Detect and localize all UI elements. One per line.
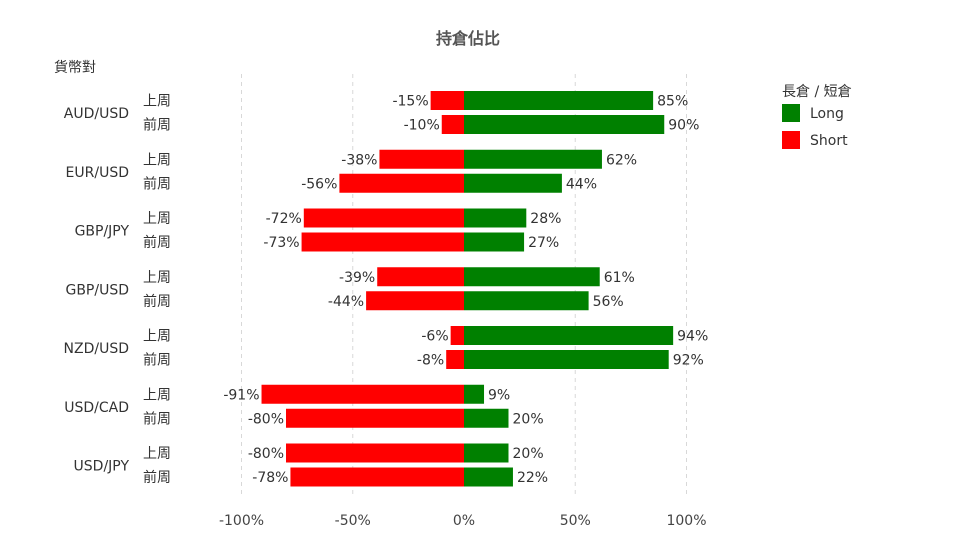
long-value-label: 27% (528, 235, 559, 251)
short-value-label: -15% (392, 94, 428, 110)
legend-title: 長倉 / 短倉 (782, 84, 852, 100)
short-bar (303, 208, 464, 228)
long-bar (464, 350, 669, 369)
x-tick-label: -100% (219, 513, 264, 529)
x-tick-label: 0% (453, 513, 475, 529)
period-label: 上周 (143, 387, 171, 403)
long-value-label: 28% (530, 211, 561, 227)
short-value-label: -56% (301, 176, 337, 192)
short-bar (441, 115, 464, 134)
short-value-label: -78% (252, 470, 288, 486)
x-tick-label: 50% (560, 513, 591, 529)
period-label: 上周 (143, 152, 171, 168)
short-bar (446, 350, 464, 369)
short-value-label: -6% (421, 329, 448, 345)
legend-swatch (782, 131, 800, 149)
long-bar (464, 467, 513, 487)
long-value-label: 20% (513, 446, 544, 462)
bars (261, 91, 674, 487)
short-value-label: -10% (404, 118, 440, 134)
period-label: 前周 (143, 352, 171, 369)
long-bar (464, 291, 589, 311)
long-value-label: 56% (593, 294, 624, 310)
short-bar (339, 173, 464, 193)
long-value-label: 22% (517, 470, 548, 486)
short-value-label: -39% (339, 270, 375, 286)
short-value-label: -44% (328, 294, 364, 310)
period-label: 前周 (143, 293, 171, 310)
long-bar (464, 267, 600, 287)
short-value-label: -8% (417, 353, 444, 369)
legend-label: Short (810, 133, 848, 149)
currency-pair-label: AUD/USD (64, 106, 129, 122)
long-bar (464, 326, 674, 345)
x-axis: -100% -50% 0% 50% 100% (219, 513, 707, 529)
long-value-label: 90% (668, 118, 699, 134)
chart-title: 持倉佔比 (436, 29, 500, 48)
long-bar (464, 408, 509, 428)
long-value-label: 44% (566, 176, 597, 192)
long-bar (464, 208, 527, 228)
long-value-label: 85% (657, 94, 688, 110)
currency-pair-label: USD/CAD (64, 400, 129, 416)
period-label: 前周 (143, 469, 171, 486)
short-value-label: -80% (248, 411, 284, 427)
short-value-label: -73% (263, 235, 299, 251)
short-bar (450, 326, 464, 345)
long-value-label: 20% (513, 411, 544, 427)
long-value-label: 92% (673, 353, 704, 369)
short-bar (366, 291, 464, 311)
period-label: 上周 (143, 329, 171, 345)
short-value-label: -91% (223, 387, 259, 403)
period-label: 上周 (143, 270, 171, 286)
currency-pair-label: GBP/JPY (75, 224, 130, 240)
period-label: 前周 (143, 234, 171, 251)
currency-pair-label: GBP/USD (65, 282, 129, 298)
period-label: 前周 (143, 117, 171, 134)
short-bar (261, 384, 464, 404)
short-bar (377, 267, 464, 287)
short-value-label: -72% (266, 211, 302, 227)
x-tick-label: -50% (335, 513, 371, 529)
legend: 長倉 / 短倉 Long Short (782, 84, 852, 149)
short-bar (290, 467, 464, 487)
long-bar (464, 232, 525, 252)
period-label: 上周 (143, 94, 171, 110)
short-bar (301, 232, 464, 252)
long-bar (464, 91, 654, 110)
short-value-label: -38% (341, 152, 377, 168)
long-value-label: 9% (488, 387, 510, 403)
x-tick-label: 100% (666, 513, 706, 529)
legend-swatch (782, 104, 800, 122)
long-bar (464, 115, 665, 134)
long-value-label: 61% (604, 270, 635, 286)
period-label: 前周 (143, 175, 171, 192)
short-bar (286, 408, 464, 428)
short-bar (379, 149, 464, 169)
period-label: 前周 (143, 410, 171, 427)
long-value-label: 94% (677, 329, 708, 345)
long-bar (464, 149, 602, 169)
short-value-label: -80% (248, 446, 284, 462)
currency-pair-header: 貨幣對 (54, 59, 96, 76)
period-label: 上周 (143, 211, 171, 227)
labels: AUD/USD 上周 85% -15% 前周 90% -10% EUR/USD 上周 62% -38… (64, 94, 709, 487)
currency-pair-label: EUR/USD (66, 165, 129, 181)
legend-label: Long (810, 106, 844, 122)
currency-pair-label: USD/JPY (74, 459, 130, 475)
period-label: 上周 (143, 446, 171, 462)
short-bar (286, 443, 464, 463)
currency-pair-label: NZD/USD (64, 341, 129, 357)
long-bar (464, 384, 485, 404)
long-bar (464, 173, 562, 193)
short-bar (430, 91, 464, 110)
long-bar (464, 443, 509, 463)
long-value-label: 62% (606, 152, 637, 168)
